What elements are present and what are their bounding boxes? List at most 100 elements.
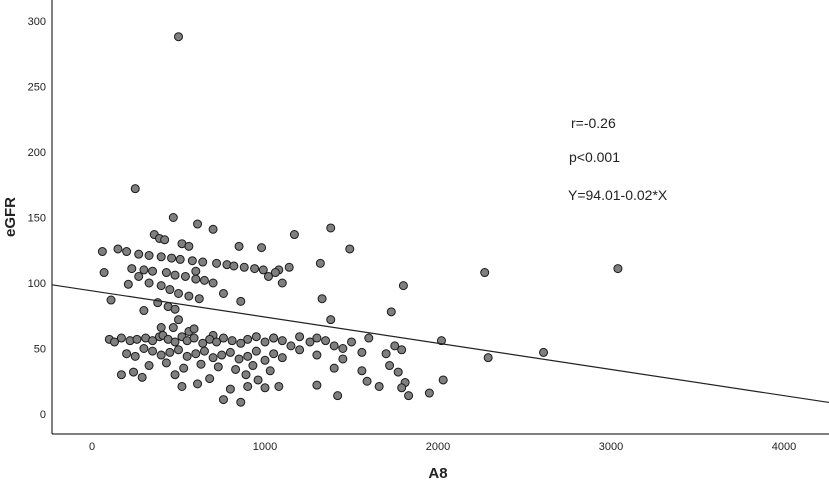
data-point xyxy=(156,252,166,262)
data-point xyxy=(236,397,246,407)
data-point xyxy=(168,323,178,333)
data-point xyxy=(345,244,355,254)
data-point xyxy=(374,381,384,391)
data-point xyxy=(231,364,241,374)
data-point xyxy=(250,264,260,274)
data-point xyxy=(269,349,279,359)
data-point xyxy=(329,363,339,373)
y-tick-label: 250 xyxy=(28,82,46,94)
data-point xyxy=(234,354,244,364)
data-point xyxy=(317,294,327,304)
data-point xyxy=(289,230,299,240)
x-tick-label: 4000 xyxy=(772,441,796,453)
data-point xyxy=(170,304,180,314)
data-point xyxy=(156,281,166,291)
data-point xyxy=(132,334,142,344)
data-point xyxy=(187,256,197,266)
data-point xyxy=(208,353,218,363)
data-point xyxy=(385,361,395,371)
data-point xyxy=(321,336,331,346)
data-point xyxy=(191,349,201,359)
data-point xyxy=(381,349,391,359)
data-point xyxy=(109,337,119,347)
data-point xyxy=(194,294,204,304)
data-point xyxy=(167,253,177,263)
data-point xyxy=(270,268,280,278)
data-point xyxy=(424,388,434,398)
data-point xyxy=(277,353,287,363)
data-point xyxy=(251,332,261,342)
data-point xyxy=(179,363,189,373)
plot-area: 0 50 100 150 200 250 300 0 1000 2000 3000 4000 xyxy=(28,0,829,453)
data-point xyxy=(122,247,132,257)
data-point xyxy=(613,264,623,274)
data-point xyxy=(398,281,408,291)
data-point xyxy=(156,323,166,333)
data-point xyxy=(175,254,185,264)
regression-line xyxy=(51,284,829,404)
data-point xyxy=(390,341,400,351)
data-point xyxy=(127,264,137,274)
data-point xyxy=(208,278,218,288)
data-point xyxy=(168,213,178,222)
data-point xyxy=(265,366,275,376)
y-tick-label: 100 xyxy=(28,278,46,290)
data-point xyxy=(274,381,284,391)
data-point xyxy=(305,337,315,347)
data-point xyxy=(225,384,235,394)
data-point xyxy=(386,307,396,317)
data-point xyxy=(191,274,201,284)
x-axis-title: A8 xyxy=(428,465,447,482)
y-tick-label: 150 xyxy=(28,213,46,225)
data-point xyxy=(329,341,339,351)
data-point xyxy=(312,380,322,390)
data-point xyxy=(295,345,305,355)
data-point xyxy=(404,391,414,401)
y-axis-title: eGFR xyxy=(2,197,19,237)
data-point xyxy=(144,250,154,260)
data-point xyxy=(180,271,190,281)
data-point xyxy=(312,350,322,360)
data-point xyxy=(436,336,446,346)
y-tick-label: 0 xyxy=(40,409,46,421)
data-point xyxy=(218,333,228,343)
y-tick-label: 300 xyxy=(28,16,46,28)
data-point xyxy=(397,383,407,393)
data-point xyxy=(170,370,180,380)
data-point xyxy=(160,235,170,245)
data-point xyxy=(438,375,448,385)
data-point xyxy=(113,244,123,254)
data-point xyxy=(208,224,218,234)
data-point xyxy=(106,295,116,305)
data-point xyxy=(205,374,215,384)
data-point xyxy=(139,306,149,316)
data-point xyxy=(243,381,253,391)
data-point xyxy=(193,219,203,229)
data-point xyxy=(338,354,348,364)
data-point xyxy=(236,296,246,306)
data-point xyxy=(326,315,336,325)
data-point xyxy=(213,362,223,372)
data-point xyxy=(253,375,263,385)
annotation-r: r=-0.26 xyxy=(571,115,616,131)
data-point xyxy=(539,347,549,357)
data-point xyxy=(243,351,253,361)
data-point xyxy=(116,333,126,343)
data-point xyxy=(99,268,109,278)
x-tick-label: 3000 xyxy=(599,441,623,453)
data-point xyxy=(483,353,493,363)
data-point xyxy=(218,288,228,298)
data-point xyxy=(286,341,296,351)
data-point xyxy=(156,350,166,360)
data-point xyxy=(148,336,158,346)
data-point xyxy=(189,324,199,334)
data-point xyxy=(357,347,367,357)
data-point xyxy=(196,359,206,369)
data-point xyxy=(225,347,235,357)
data-point xyxy=(174,32,183,42)
data-point xyxy=(243,334,253,344)
data-point xyxy=(199,346,209,356)
y-tick-label: 50 xyxy=(34,344,46,356)
data-point xyxy=(170,337,180,347)
